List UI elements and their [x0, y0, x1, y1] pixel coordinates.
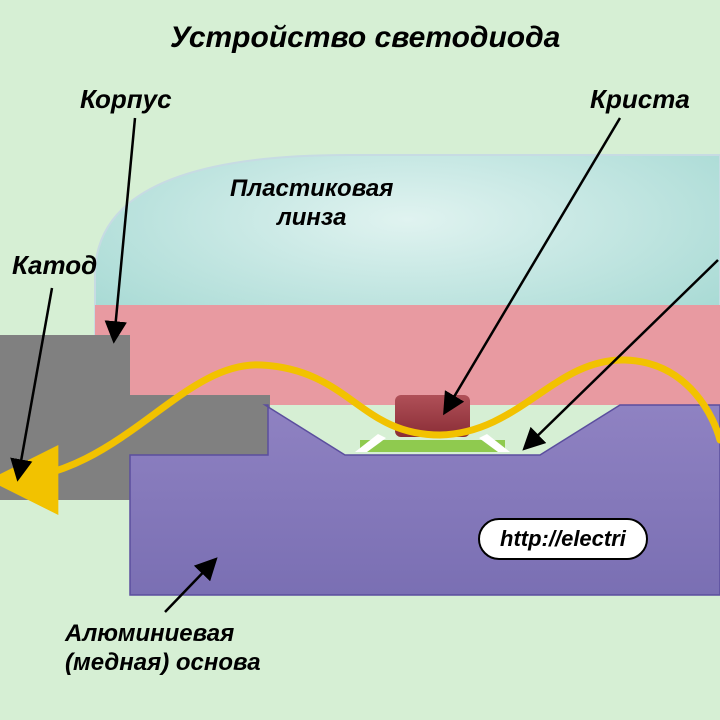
- label-base: Алюминиевая (медная) основа: [65, 620, 261, 678]
- diagram-title: Устройство светодиода: [170, 20, 560, 56]
- label-lens: Пластиковая линза: [230, 175, 393, 233]
- source-url-pill: http://electri: [478, 518, 648, 560]
- label-cathode: Катод: [12, 250, 97, 281]
- label-kristall: Криста: [590, 84, 690, 115]
- chip-plate: [360, 440, 505, 452]
- label-korpus: Корпус: [80, 84, 172, 115]
